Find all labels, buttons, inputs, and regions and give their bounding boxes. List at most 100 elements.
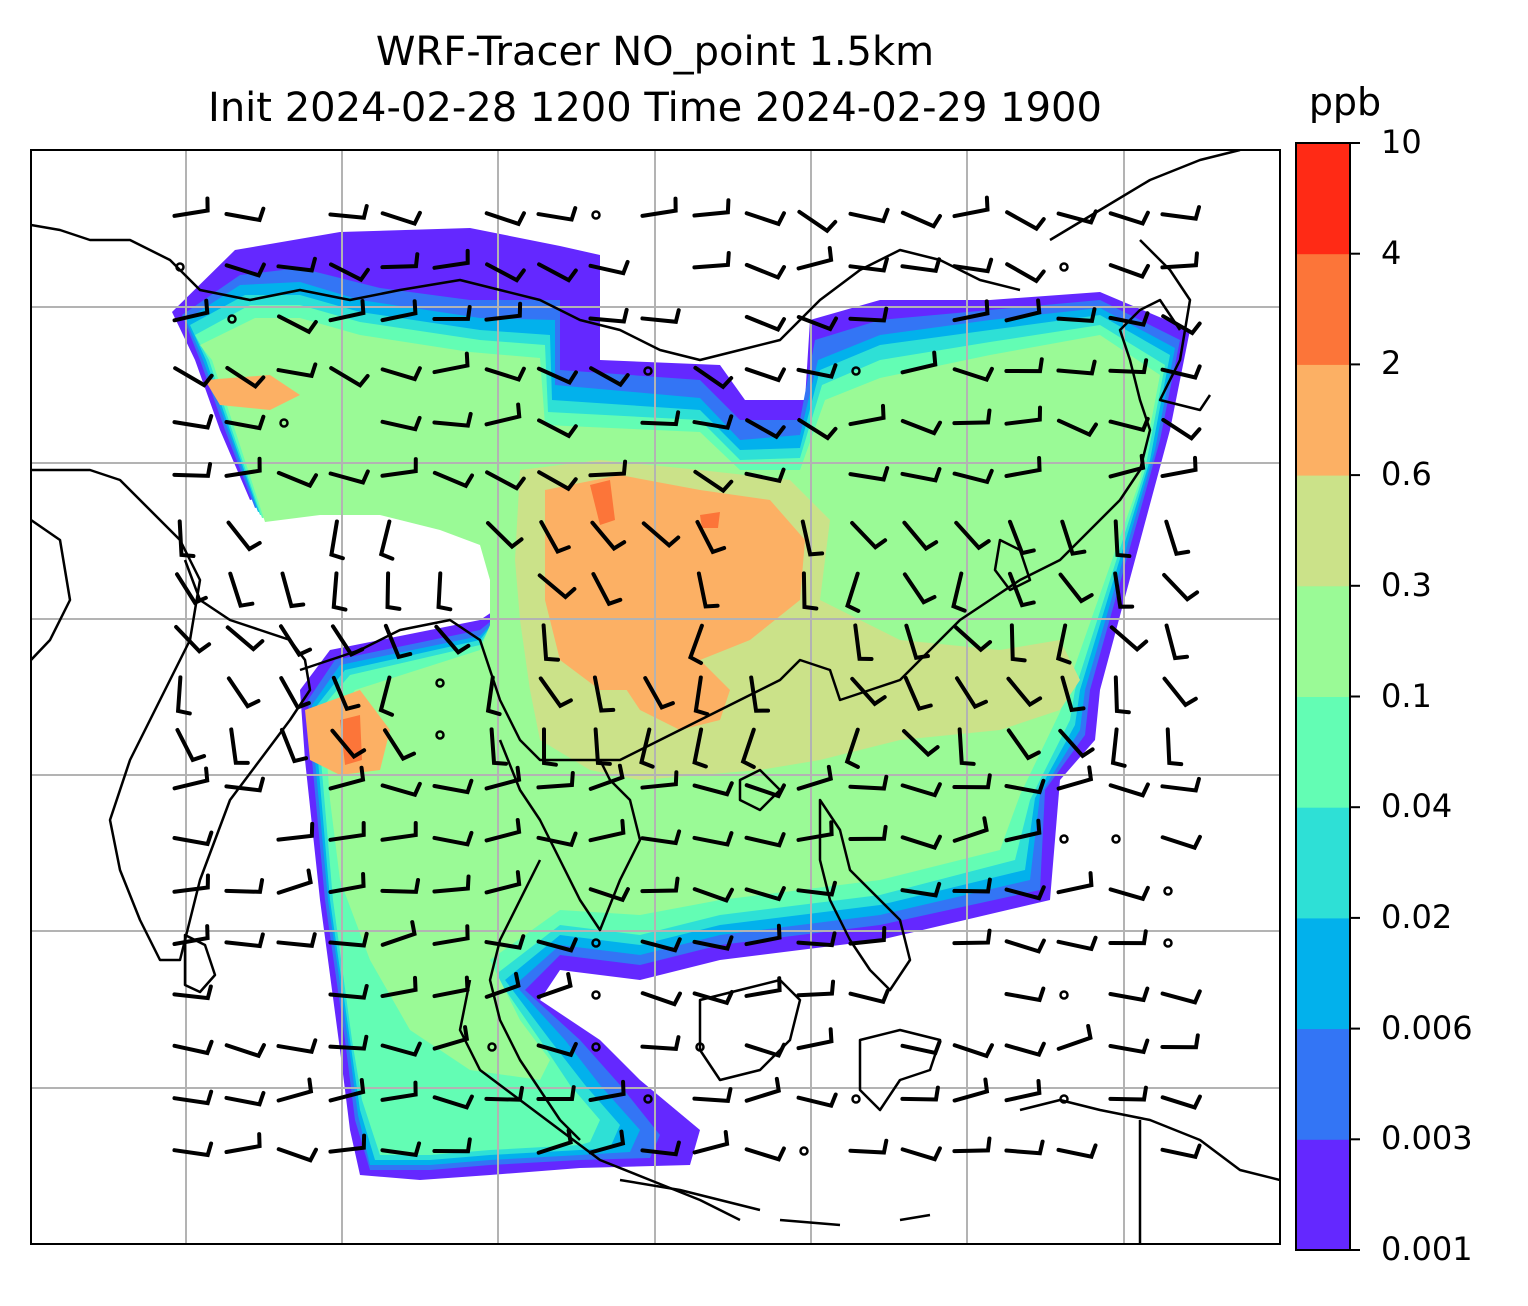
wind-barb xyxy=(692,781,734,797)
colorbar-tick-label: 2 xyxy=(1381,344,1402,383)
wind-barb xyxy=(588,818,626,843)
coastline-hainan xyxy=(738,768,782,812)
wind-barb xyxy=(1108,210,1150,226)
wind-barb xyxy=(1164,519,1191,556)
wind-barb xyxy=(329,366,370,388)
colorbar-segment xyxy=(1296,585,1350,697)
wind-barb xyxy=(640,308,681,324)
wind-barb xyxy=(536,1128,573,1155)
wind-barb xyxy=(489,727,509,766)
wind-barb xyxy=(328,1078,366,1103)
wind-barb xyxy=(229,727,250,765)
wind-barb xyxy=(536,1085,576,1102)
wind-barb xyxy=(1110,727,1127,768)
wind-barb xyxy=(1056,935,1098,952)
wind-barb xyxy=(640,1035,681,1052)
wind-barb xyxy=(848,774,889,791)
calm-wind-marker xyxy=(227,314,237,324)
wind-barb xyxy=(952,299,990,323)
calm-wind-marker xyxy=(851,1094,861,1104)
wind-barb xyxy=(328,765,366,791)
wind-barb xyxy=(589,366,630,388)
wind-barb xyxy=(692,887,734,903)
wind-barb xyxy=(328,1133,367,1154)
wind-barb xyxy=(692,250,731,270)
wind-barb xyxy=(172,873,210,894)
wind-barb xyxy=(1004,455,1042,479)
wind-barb xyxy=(380,457,418,478)
wind-barb xyxy=(900,881,942,898)
wind-barb xyxy=(1060,675,1086,713)
colorbar-segment xyxy=(1296,807,1350,919)
wind-barb xyxy=(378,675,395,717)
wind-barb xyxy=(536,972,573,999)
coastline-newguinea xyxy=(1019,1098,1280,1244)
coastline-korea xyxy=(1139,239,1212,412)
wind-barb xyxy=(484,366,526,382)
wind-barb xyxy=(952,816,989,843)
wind-barb xyxy=(276,470,318,489)
wind-barb xyxy=(484,934,526,950)
wind-barb xyxy=(800,519,825,557)
wind-barb xyxy=(1056,418,1098,438)
wind-barb xyxy=(172,830,214,847)
wind-barb xyxy=(172,1089,214,1106)
wind-barb xyxy=(328,820,366,842)
wind-barb xyxy=(380,1080,418,1102)
wind-barb xyxy=(1055,623,1072,665)
wind-barb xyxy=(900,257,942,274)
wind-barb xyxy=(172,984,213,1001)
wind-barb xyxy=(224,456,262,478)
wind-barb xyxy=(432,248,470,270)
wind-barb xyxy=(796,931,837,948)
wind-barb xyxy=(1108,311,1150,327)
colorbar-unit: ppb xyxy=(1308,80,1382,124)
wind-barb xyxy=(593,727,612,766)
wind-barb xyxy=(692,1129,730,1155)
wind-barb xyxy=(172,298,210,323)
wind-barb xyxy=(276,1147,318,1163)
colorbar-segment xyxy=(1296,917,1350,1030)
wind-barb xyxy=(952,928,992,946)
wind-barb xyxy=(226,676,261,709)
wind-barb xyxy=(848,988,890,1005)
wind-barb xyxy=(1006,728,1041,761)
wind-barb xyxy=(588,307,629,324)
calm-wind-marker xyxy=(1111,834,1121,844)
wind-barb xyxy=(1108,453,1146,479)
calm-wind-marker xyxy=(591,990,601,1000)
wind-barb xyxy=(1009,623,1027,663)
wind-barb xyxy=(1113,675,1131,715)
wind-barb xyxy=(692,989,734,1006)
wind-barb xyxy=(796,764,833,791)
wind-barb xyxy=(900,1146,942,1162)
wind-barb xyxy=(1113,519,1132,559)
wind-barb xyxy=(796,979,836,998)
coastline-indochina xyxy=(488,739,642,1141)
wind-barb xyxy=(588,459,628,478)
calm-wind-marker xyxy=(1059,834,1069,844)
wind-barb xyxy=(537,262,578,283)
wind-barb xyxy=(329,262,370,283)
wind-barb xyxy=(1058,728,1095,759)
wind-barb xyxy=(432,830,474,847)
wind-barb xyxy=(796,1027,834,1051)
wind-barb xyxy=(328,1034,369,1051)
wind-barb xyxy=(692,727,708,769)
wind-barb xyxy=(432,778,474,795)
wind-barb xyxy=(952,1043,994,1059)
wind-barb xyxy=(380,821,418,842)
wind-barb xyxy=(952,468,994,485)
wind-barb xyxy=(484,1085,525,1102)
wind-barb xyxy=(692,935,734,951)
wind-barb xyxy=(331,675,361,712)
wind-barb xyxy=(1160,834,1202,851)
wind-barb xyxy=(1004,298,1042,323)
wind-barb xyxy=(1160,251,1199,270)
wind-barb xyxy=(276,1038,318,1054)
wind-barb xyxy=(797,418,838,441)
wind-barb xyxy=(380,781,422,798)
wind-barb xyxy=(744,832,786,848)
wind-barb xyxy=(432,351,470,375)
wind-barb xyxy=(536,366,578,385)
